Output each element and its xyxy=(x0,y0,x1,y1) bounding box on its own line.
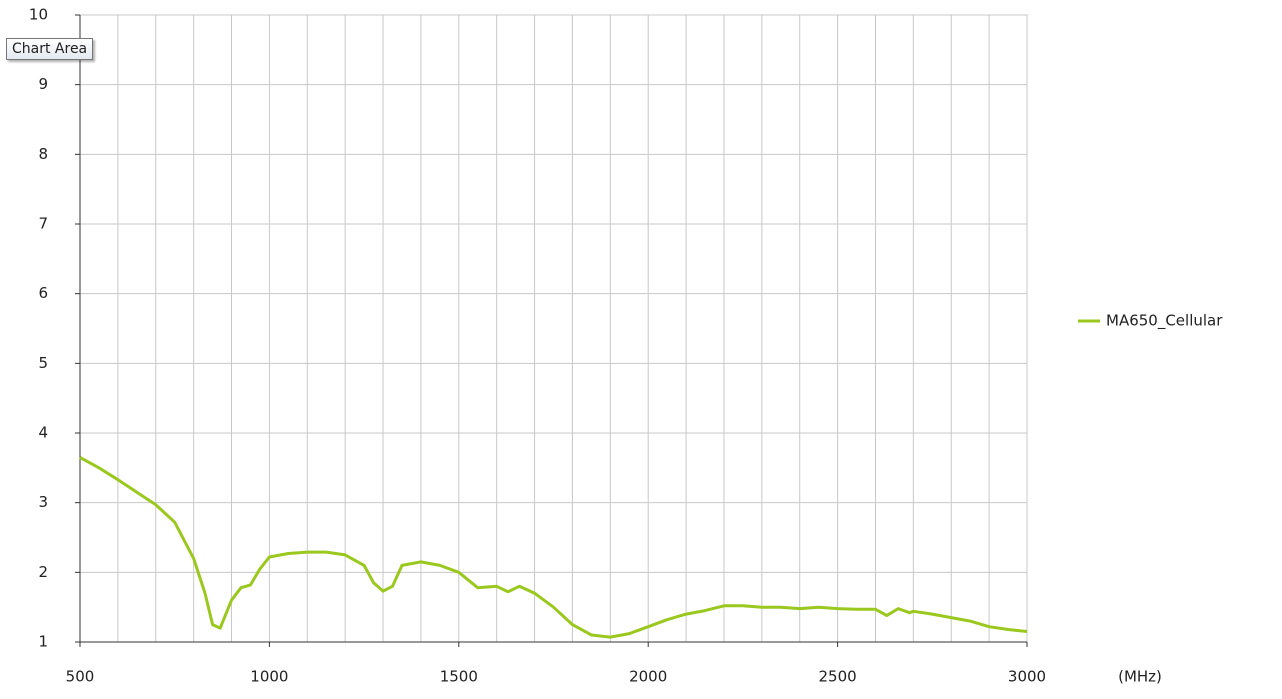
y-tick-label: 7 xyxy=(38,215,48,233)
y-tick-label: 1 xyxy=(38,633,48,651)
x-tick-label: 2000 xyxy=(629,668,667,686)
y-tick-label: 2 xyxy=(38,563,48,581)
y-tick-label: 9 xyxy=(38,75,48,93)
x-tick-label: 1500 xyxy=(440,668,478,686)
x-tick-label: 2500 xyxy=(819,668,857,686)
y-tick-label: 10 xyxy=(29,6,48,24)
x-axis-unit: (MHz) xyxy=(1118,668,1162,686)
x-tick-label: 500 xyxy=(66,668,95,686)
y-tick-label: 4 xyxy=(38,424,48,442)
tooltip: Chart Area xyxy=(6,38,94,60)
y-tick-label: 3 xyxy=(38,493,48,511)
x-tick-label: 1000 xyxy=(250,668,288,686)
y-tick-label: 8 xyxy=(38,145,48,163)
data-line xyxy=(79,456,1028,639)
y-tick-label: 6 xyxy=(38,284,48,302)
plot-area xyxy=(79,14,1028,643)
legend-label: MA650_Cellular xyxy=(1106,312,1223,331)
x-tick-label: 3000 xyxy=(1008,668,1046,686)
y-tick-label: 5 xyxy=(38,354,48,372)
